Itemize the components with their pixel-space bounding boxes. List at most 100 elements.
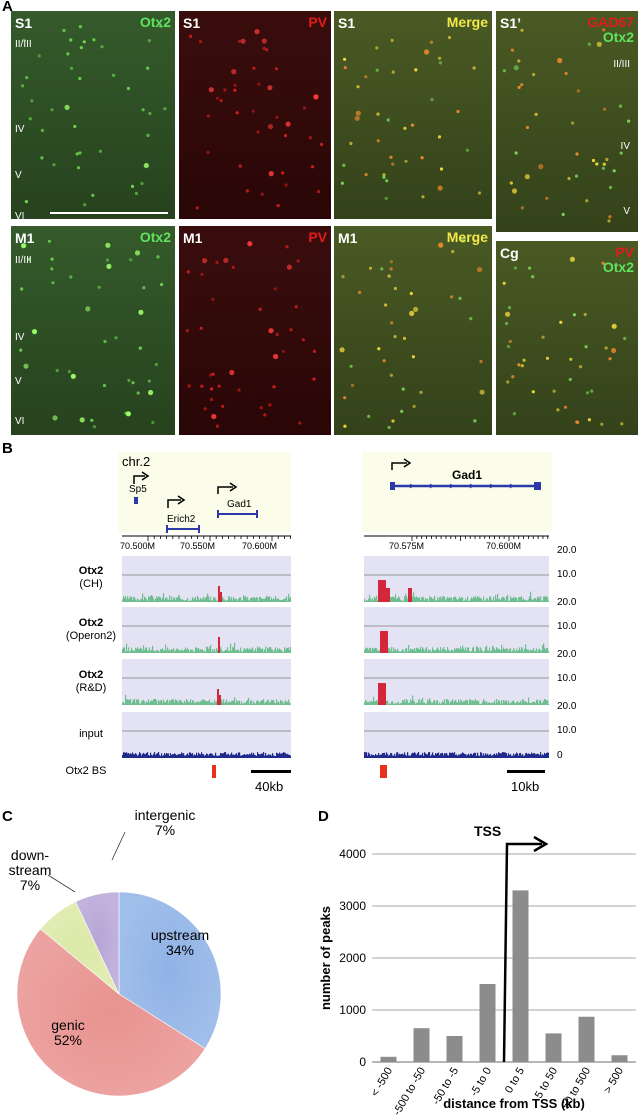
- labeled-cell: [268, 171, 274, 177]
- signal-bar: [509, 600, 511, 602]
- labeled-cell: [508, 339, 512, 344]
- signal-bar: [290, 755, 291, 758]
- labeled-cell: [587, 418, 591, 422]
- signal-bar: [227, 754, 229, 758]
- signal-bar: [480, 597, 482, 602]
- labeled-cell: [505, 321, 509, 326]
- signal-bar: [399, 703, 401, 705]
- signal-bar: [445, 703, 447, 705]
- signal-bar: [246, 648, 248, 653]
- signal-bar: [464, 600, 466, 602]
- signal-bar: [195, 755, 197, 758]
- signal-bar: [379, 755, 381, 758]
- signal-bar: [508, 651, 510, 653]
- signal-bar: [141, 648, 143, 653]
- signal-bar: [455, 649, 457, 653]
- signal-bar: [538, 754, 540, 758]
- signal-bar: [500, 753, 502, 758]
- signal-bar: [469, 755, 471, 758]
- labeled-cell: [384, 196, 388, 200]
- labeled-cell: [76, 166, 81, 170]
- signal-bar: [482, 701, 484, 705]
- x-tick-label: < -500: [369, 1066, 395, 1099]
- signal-bar: [221, 649, 223, 653]
- signal-bar: [516, 648, 518, 653]
- signal-bar: [173, 699, 175, 705]
- signal-bar: [193, 651, 195, 653]
- labeled-cell: [522, 358, 526, 362]
- signal-bar: [208, 596, 210, 602]
- signal-bar: [166, 753, 168, 758]
- signal-bar: [167, 699, 169, 705]
- labeled-cell: [79, 46, 83, 50]
- labeled-cell: [377, 347, 381, 351]
- binding-peak: [408, 588, 412, 602]
- signal-bar: [527, 649, 529, 653]
- cortical-layer-label: II/III: [15, 39, 32, 50]
- signal-bar: [254, 754, 256, 758]
- labeled-cell: [620, 422, 624, 426]
- signal-bar: [247, 597, 249, 602]
- signal-bar: [376, 755, 378, 758]
- labeled-cell: [268, 403, 272, 407]
- signal-bar: [447, 699, 449, 705]
- signal-bar: [169, 755, 171, 758]
- signal-bar: [433, 700, 435, 705]
- signal-bar: [365, 647, 367, 653]
- signal-bar: [432, 599, 434, 602]
- micrograph-background: [334, 11, 492, 219]
- signal-bar: [184, 649, 186, 653]
- signal-bar: [260, 597, 262, 602]
- labeled-cell: [125, 411, 131, 417]
- micrograph-background: [334, 226, 492, 435]
- signal-bar: [526, 752, 528, 758]
- binding-peak: [378, 580, 382, 602]
- signal-bar: [207, 754, 209, 758]
- signal-bar: [228, 753, 230, 758]
- signal-bar: [487, 703, 489, 705]
- labeled-cell: [391, 70, 395, 74]
- signal-bar: [275, 596, 277, 602]
- labeled-cell: [559, 320, 563, 324]
- signal-bar: [480, 703, 482, 705]
- signal-bar: [435, 753, 437, 758]
- labeled-cell: [596, 41, 602, 47]
- signal-bar: [447, 754, 449, 758]
- signal-bar: [439, 650, 441, 653]
- signal-bar: [262, 700, 264, 705]
- signal-bar: [157, 752, 159, 758]
- labeled-cell: [25, 76, 29, 80]
- signal-bar: [458, 598, 460, 602]
- labeled-cell: [20, 287, 24, 291]
- signal-bar: [230, 702, 232, 705]
- signal-bar: [233, 597, 235, 602]
- signal-bar: [374, 701, 376, 705]
- signal-bar: [162, 597, 164, 602]
- signal-bar: [416, 647, 418, 653]
- labeled-cell: [375, 46, 379, 50]
- signal-bar: [177, 648, 179, 653]
- signal-bar: [156, 700, 158, 705]
- signal-bar: [483, 699, 485, 705]
- labeled-cell: [479, 359, 483, 364]
- signal-bar: [466, 755, 468, 758]
- signal-bar: [509, 703, 511, 705]
- signal-bar: [269, 596, 271, 602]
- signal-bar: [531, 702, 533, 705]
- signal-bar: [458, 699, 460, 705]
- signal-bar: [402, 649, 404, 653]
- signal-bar: [252, 754, 254, 758]
- signal-bar: [366, 600, 368, 602]
- signal-bar: [428, 752, 430, 758]
- signal-bar: [392, 596, 394, 602]
- signal-bar: [286, 701, 288, 705]
- signal-bar: [159, 596, 161, 602]
- cortical-layer-label: V: [15, 170, 22, 181]
- signal-bar: [283, 599, 285, 602]
- signal-bar: [254, 597, 256, 602]
- signal-bar: [522, 599, 524, 602]
- labeled-cell: [354, 115, 360, 121]
- signal-bar: [476, 646, 478, 653]
- labeled-cell: [627, 119, 631, 123]
